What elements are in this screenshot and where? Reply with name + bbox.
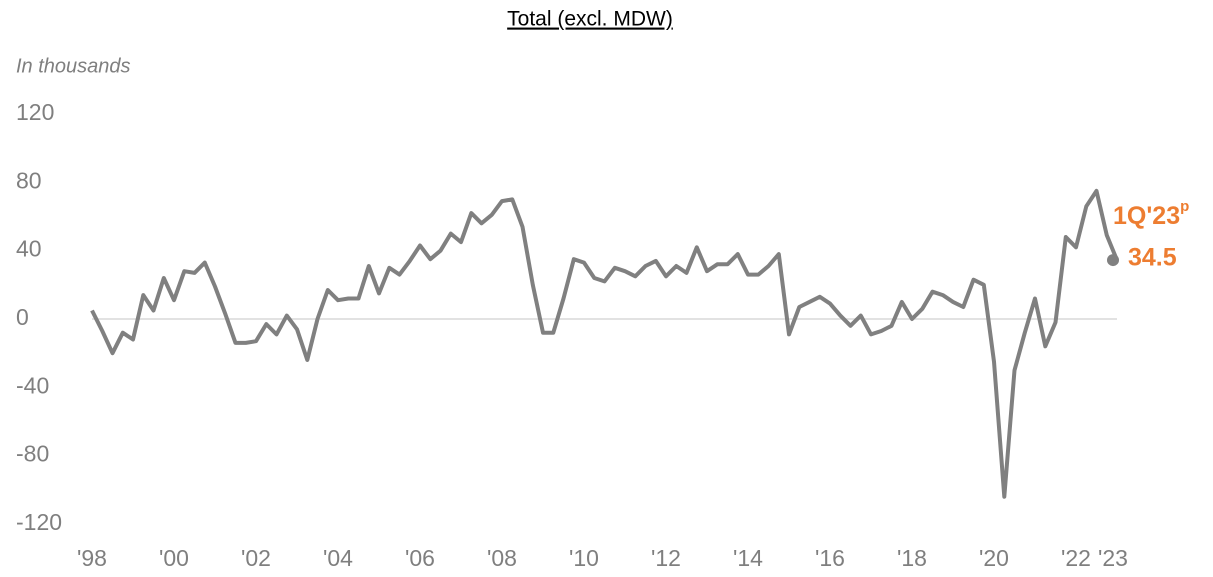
y-tick-label: 120 [16, 99, 54, 125]
y-tick-label: -40 [16, 372, 49, 398]
x-tick-label: '18 [897, 545, 927, 571]
x-tick-label: '02 [241, 545, 271, 571]
x-tick-label: '12 [651, 545, 681, 571]
x-tick-label: '22 [1061, 545, 1091, 571]
x-tick-label: '10 [569, 545, 599, 571]
y-tick-label: -120 [16, 509, 62, 535]
x-tick-label: '20 [979, 545, 1009, 571]
last-point [1107, 254, 1119, 267]
series-line [90, 188, 1119, 499]
y-tick-label: -80 [16, 441, 49, 467]
annotation-period: 1Q'23 [1113, 202, 1180, 230]
x-tick-label: '00 [159, 545, 189, 571]
y-axis-label: In thousands [16, 55, 131, 77]
x-tick-label: '04 [323, 545, 353, 571]
chart-title: Total (excl. MDW) [507, 8, 673, 31]
y-tick-label: 40 [16, 236, 42, 262]
x-tick-label: '23 [1098, 545, 1128, 571]
x-tick-label: '98 [77, 545, 107, 571]
annotation-label: 1Q'23p [1113, 198, 1189, 230]
x-tick-label: '08 [487, 545, 517, 571]
value-label: 34.5 [1128, 244, 1177, 272]
x-tick-label: '14 [733, 545, 763, 571]
annotation-superscript: p [1180, 198, 1189, 215]
x-tick-label: '06 [405, 545, 435, 571]
y-tick-label: 80 [16, 167, 42, 193]
y-tick-label: 0 [16, 304, 29, 330]
x-tick-label: '16 [815, 545, 845, 571]
